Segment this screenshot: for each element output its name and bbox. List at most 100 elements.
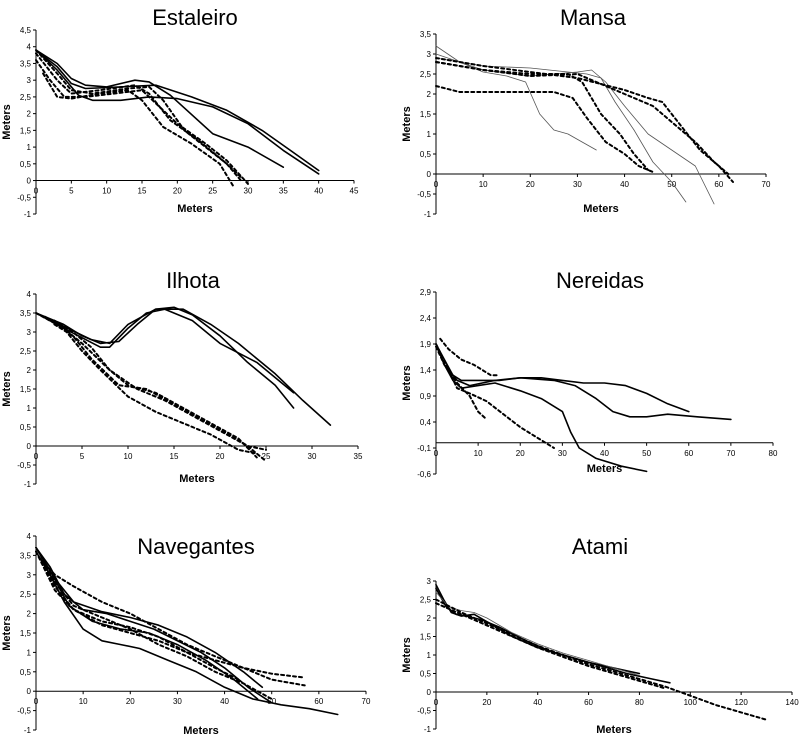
y-tick-label: 2,5 (420, 70, 432, 79)
y-tick-label: 3 (427, 577, 432, 586)
x-tick-label: 15 (170, 452, 179, 461)
x-tick-label: 40 (533, 698, 542, 707)
x-tick-label: 40 (220, 697, 229, 706)
y-axis-label: Meters (401, 637, 413, 672)
x-tick-label: 0 (434, 698, 439, 707)
y-tick-label: 3 (27, 328, 32, 337)
y-tick-label: 1 (27, 404, 32, 413)
y-tick-label: 2 (427, 90, 432, 99)
series-line-2 (35, 550, 339, 716)
y-tick-label: -1 (24, 210, 32, 219)
x-tick-label: 40 (600, 449, 609, 458)
chart-panel-navegantes: Navegantes-1-0,500,511,522,533,540 10 20 30… (1, 532, 371, 736)
series-line-6 (435, 57, 734, 183)
series-line-1 (35, 49, 285, 168)
x-tick-label: 120 (734, 698, 748, 707)
y-tick-label: -1 (24, 726, 32, 735)
x-tick-label: 35 (354, 452, 363, 461)
y-tick-label: 0,5 (20, 668, 32, 677)
y-tick-label: 2 (27, 610, 32, 619)
y-tick-label: 2,5 (420, 596, 432, 605)
chart-title: Estaleiro (152, 5, 238, 30)
y-tick-label: -1 (424, 210, 432, 219)
series-line-2 (435, 343, 732, 421)
y-tick-label: -0,5 (17, 707, 31, 716)
chart-panel-atami: Atami-1-0,500,511,522,530 20 40 60 80 100 120 1… (401, 534, 799, 736)
series-line-8 (35, 550, 240, 681)
y-tick-label: 0 (27, 177, 32, 186)
x-tick-label: 10 (102, 187, 111, 196)
chart-panel-mansa: Mansa-1-0,500,511,522,533,50 10 20 30 40 50 60… (401, 5, 771, 219)
x-tick-label: 5 (69, 187, 74, 196)
x-tick-label: 25 (262, 452, 271, 461)
y-tick-label: 1 (427, 651, 432, 660)
y-tick-label: 1,5 (420, 110, 432, 119)
series-line-5 (435, 85, 654, 173)
x-tick-label: 30 (308, 452, 317, 461)
y-tick-label: -0,5 (417, 707, 431, 716)
x-tick-label: 60 (684, 449, 693, 458)
chart-panel-nereidas: Nereidas -0,6 -0,1 0,4 0,9 1,4 1,9 2,4 2,9 0 10 20 3… (401, 268, 778, 479)
x-tick-label: 50 (667, 180, 676, 189)
x-tick-label: 100 (684, 698, 698, 707)
series-line-4 (435, 598, 768, 721)
x-tick-label: 10 (124, 452, 133, 461)
x-tick-label: 45 (350, 187, 359, 196)
x-tick-label: 140 (785, 698, 799, 707)
y-tick-label: 1,5 (20, 385, 32, 394)
y-tick-label: -0,5 (17, 461, 31, 470)
series-line-5 (439, 337, 501, 377)
y-tick-label: 1 (27, 648, 32, 657)
y-tick-label: 2 (27, 366, 32, 375)
y-tick-label: -0,5 (417, 190, 431, 199)
x-tick-label: 15 (138, 187, 147, 196)
y-tick-label: 2,5 (20, 347, 32, 356)
y-axis-label: Meters (401, 365, 413, 400)
series-line-4 (435, 61, 650, 171)
y-tick-label: -1 (424, 725, 432, 734)
x-tick-label: 80 (635, 698, 644, 707)
y-tick-label: 0,9 (420, 392, 432, 401)
x-tick-label: 40 (620, 180, 629, 189)
x-tick-label: 0 (434, 180, 439, 189)
x-tick-label: 20 (173, 187, 182, 196)
y-tick-label: 3 (27, 76, 32, 85)
x-tick-label: 25 (208, 187, 217, 196)
y-tick-label: 3 (27, 571, 32, 580)
x-tick-label: 20 (216, 452, 225, 461)
y-tick-label: 1,9 (420, 340, 432, 349)
x-axis-label: Meters (177, 203, 212, 215)
x-tick-label: 10 (479, 180, 488, 189)
y-tick-label: 1,5 (20, 126, 32, 135)
series-line-3 (35, 308, 332, 426)
x-tick-label: 50 (267, 697, 276, 706)
chart-title: Mansa (560, 5, 627, 30)
x-tick-label: 10 (474, 449, 483, 458)
series-line-6 (35, 59, 249, 185)
x-tick-label: 30 (173, 697, 182, 706)
chart-panel-ilhota: Ilhota-1-0,500,511,522,533,540 5 10 15 20 25 3… (1, 268, 363, 489)
series-line-1 (35, 546, 273, 704)
y-axis-label: Meters (401, 106, 413, 141)
y-tick-label: 2,9 (420, 288, 432, 297)
x-axis-label: Meters (587, 463, 622, 475)
x-tick-label: 70 (762, 180, 771, 189)
y-tick-label: -0,5 (17, 193, 31, 202)
series-line-1 (435, 583, 641, 675)
series-line-3 (35, 546, 259, 700)
y-tick-label: 2 (27, 110, 32, 119)
y-tick-label: 0 (427, 688, 432, 697)
y-tick-label: 2 (427, 614, 432, 623)
series-line-5 (39, 558, 306, 679)
x-tick-label: 30 (573, 180, 582, 189)
series-line-4 (35, 546, 264, 689)
y-tick-label: 0,5 (420, 150, 432, 159)
y-tick-label: 4 (27, 532, 32, 541)
x-tick-label: 10 (79, 697, 88, 706)
x-axis-label: Meters (596, 724, 631, 736)
y-tick-label: 0,4 (420, 418, 432, 427)
x-tick-label: 70 (362, 697, 371, 706)
y-tick-label: 1 (427, 130, 432, 139)
series-line-7 (53, 323, 267, 451)
x-axis-label: Meters (583, 203, 618, 215)
